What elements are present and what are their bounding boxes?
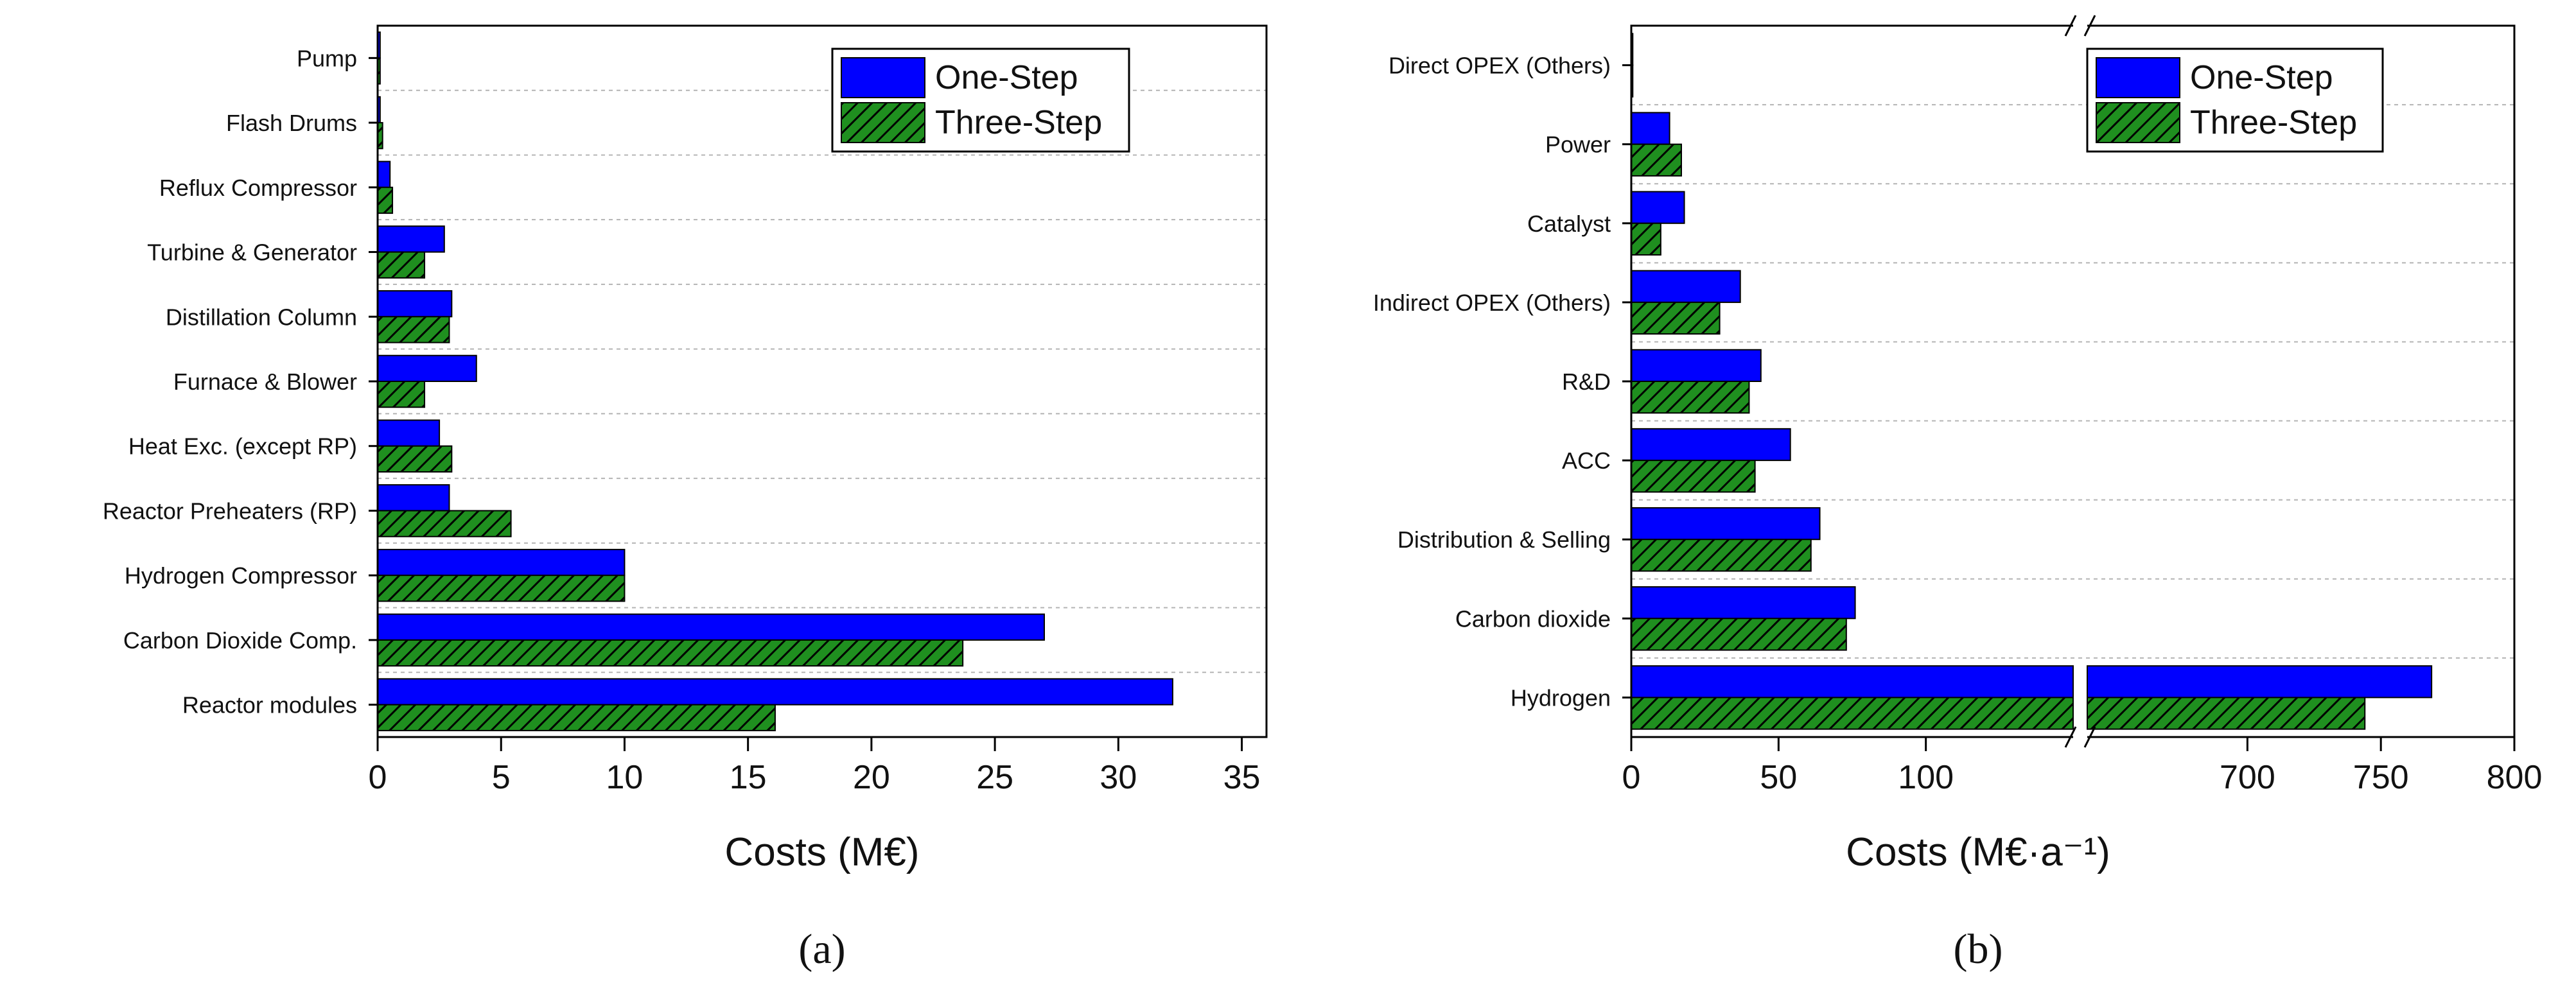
axis-break-mark [2083,726,2096,748]
bar-three-step-distribution-selling [1631,539,1812,572]
bar-three-step-hydrogen [2087,697,2366,730]
legend-label-three-step: Three-Step [2190,104,2357,141]
bar-one-step-reactor-preheaters-rp [377,484,450,512]
bar-one-step-hydrogen-compressor [377,548,626,577]
bar-three-step-power [1631,143,1682,177]
x-tick-label: 700 [2220,759,2275,796]
chart-panel-a: Pump Flash Drums Reflux Compressor Turbine … [103,24,1268,973]
y-tick-label: Indirect OPEX (Others) [1373,290,1611,316]
x-tick-label: 5 [492,759,511,796]
y-tick-label: Flash Drums [226,110,357,136]
y-tick-label: Carbon Dioxide Comp. [123,627,357,654]
y-tick-label: Reactor modules [182,692,357,718]
bar-one-step-carbon-dioxide-comp [377,613,1045,641]
bar-one-step-heat-exc-except-rp [377,419,441,447]
bar-three-step-hydrogen-compressor [377,575,626,602]
legend-label-one-step: One-Step [935,59,1078,96]
bar-one-step-reactor-modules [377,678,1173,706]
bar-one-step-hydrogen-part1 [1631,665,2074,699]
bar-one-step-furnace-blower [377,354,477,383]
bar-three-step-r-d [1631,381,1750,414]
x-tick-label: 0 [369,759,387,796]
y-tick-label: Turbine & Generator [147,239,357,266]
y-tick-label: Pump [297,45,357,71]
x-tick-label: 750 [2353,759,2409,796]
y-tick-label: ACC [1562,447,1611,474]
bar-three-step-reactor-modules [377,704,776,731]
x-tick-label: 100 [1898,759,1954,796]
bar-three-step-reflux-compressor [377,186,394,214]
bar-three-step-catalyst [1631,222,1661,256]
bar-one-step-catalyst [1631,191,1685,224]
legend-swatch-one-step [2096,57,2180,98]
panel-label: (b) [1954,926,2003,973]
axis-break-mark [2083,15,2096,37]
bar-three-step-carbon-dioxide [1631,618,1847,651]
panel-label: (a) [798,926,845,973]
bar-one-step-hydrogen [2087,665,2433,699]
x-tick-label: 35 [1223,759,1261,796]
y-tick-label: Hydrogen Compressor [125,562,357,589]
bar-one-step-acc [1631,428,1791,462]
bar-one-step-indirect-opex-others [1631,270,1741,303]
legend: One-Step Three-Step [831,48,1130,153]
legend-label-three-step: Three-Step [935,104,1102,141]
bar-three-step-acc [1631,460,1756,493]
y-tick-label: Distillation Column [166,304,357,330]
x-tick-label: 20 [853,759,890,796]
plot-frame [1630,24,2516,738]
bar-three-step-distillation-column [377,316,450,343]
legend-swatch-three-step [841,102,925,143]
bar-one-step-distillation-column [377,290,453,318]
y-tick-label: Catalyst [1527,211,1611,237]
y-tick-label: Power [1545,132,1611,158]
chart-panel-b: Direct OPEX (Others) Power Catalyst Indirec… [1373,15,2542,973]
bar-three-step-furnace-blower [377,381,426,408]
x-axis-title: Costs (M€) [724,830,919,874]
x-tick-label: 800 [2487,759,2543,796]
y-tick-label: Carbon dioxide [1455,605,1611,632]
plot-frame [376,24,1268,738]
x-tick-label: 30 [1100,759,1137,796]
bar-three-step-hydrogen-part1 [1631,697,2074,730]
y-tick-label: Hydrogen [1511,684,1611,711]
x-tick-label: 10 [606,759,644,796]
legend-swatch-one-step [841,57,925,98]
bar-three-step-carbon-dioxide-comp [377,639,964,667]
axis-break-mark [2064,726,2077,748]
bar-one-step-reflux-compressor [377,161,391,188]
x-tick-label: 25 [976,759,1013,796]
axis-break-mark [2064,15,2077,37]
bar-one-step-power [1631,112,1670,145]
bar-three-step-heat-exc-except-rp [377,445,453,473]
y-tick-label: Furnace & Blower [173,369,357,395]
bar-one-step-r-d [1631,349,1762,382]
legend-swatch-three-step [2096,102,2180,143]
bar-three-step-turbine-generator [377,251,426,279]
bar-one-step-distribution-selling [1631,507,1821,541]
legend-label-one-step: One-Step [2190,59,2333,96]
bar-three-step-reactor-preheaters-rp [377,510,512,537]
x-tick-label: 0 [1622,759,1641,796]
y-tick-label: Heat Exc. (except RP) [128,433,357,460]
y-tick-label: Reactor Preheaters (RP) [103,498,357,524]
bar-three-step-indirect-opex-others [1631,301,1721,335]
x-tick-label: 15 [730,759,767,796]
bar-one-step-carbon-dioxide [1631,586,1856,620]
y-tick-label: Distribution & Selling [1398,526,1611,553]
y-tick-label: Reflux Compressor [159,175,357,201]
x-axis-title: Costs (M€·a⁻¹) [1846,830,2110,874]
bar-one-step-turbine-generator [377,225,445,253]
legend: One-Step Three-Step [2086,48,2384,153]
y-tick-label: Direct OPEX (Others) [1389,53,1611,79]
y-tick-label: R&D [1562,369,1611,395]
x-tick-label: 50 [1760,759,1797,796]
